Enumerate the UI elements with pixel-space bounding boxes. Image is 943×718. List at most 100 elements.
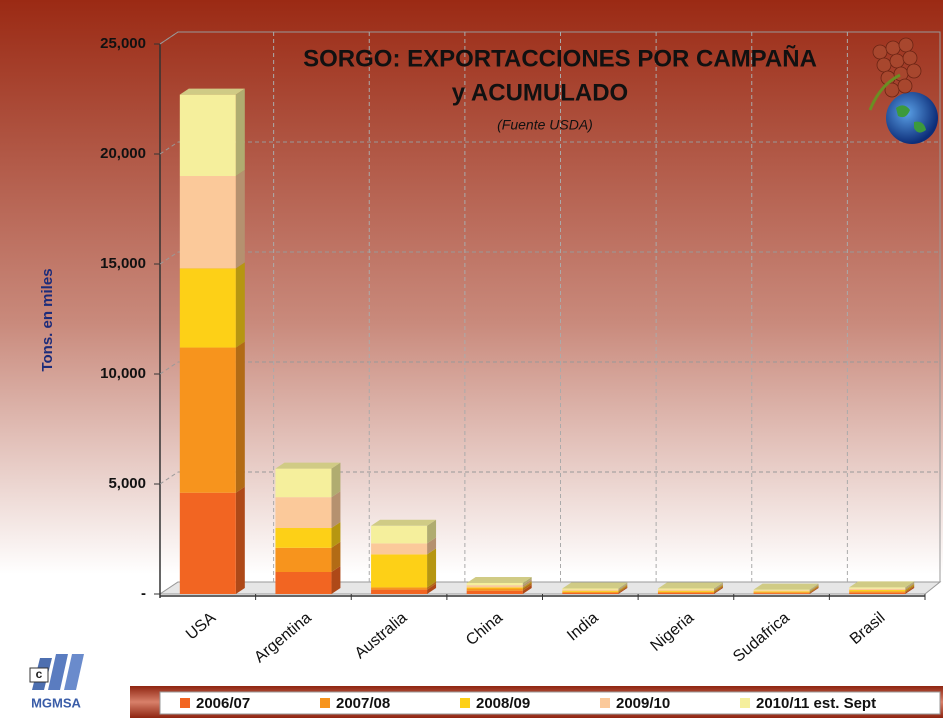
grid-line (159, 31, 179, 45)
bar-side (713, 583, 723, 591)
bar-side (331, 541, 341, 572)
bar (657, 590, 714, 592)
bar-side (809, 587, 819, 594)
bar (371, 587, 428, 590)
bar (657, 591, 714, 593)
bar (466, 588, 523, 591)
bar-side (618, 586, 628, 594)
legend-label: 2009/10 (616, 695, 670, 712)
legend-box (159, 691, 941, 715)
bar-side (235, 486, 245, 594)
bar-top (562, 582, 628, 589)
bar-side (331, 491, 341, 528)
bar (466, 583, 523, 586)
bar-top (466, 577, 532, 583)
bar-side (713, 586, 723, 594)
bar-top (179, 88, 245, 95)
bar-side (522, 584, 532, 594)
bar-top (657, 582, 723, 589)
bar (849, 588, 906, 591)
sorghum-icon (868, 37, 938, 144)
bar-side (427, 548, 437, 588)
bar-side (713, 584, 723, 592)
bar-side (809, 586, 819, 594)
grid-line (159, 471, 179, 485)
bar-side (427, 581, 437, 590)
bar-side (905, 582, 915, 591)
bar-side (235, 262, 245, 348)
bar-side (713, 582, 723, 590)
bar-top (849, 581, 915, 588)
y-tick-label: - (141, 585, 146, 602)
bar (275, 528, 332, 548)
y-tick-label: 5,000 (108, 475, 146, 492)
bar (371, 589, 428, 594)
bar-side (809, 585, 819, 593)
bar-side (522, 582, 532, 591)
bar (657, 588, 714, 590)
y-tick-label: 10,000 (100, 365, 146, 382)
bar-side (427, 519, 437, 544)
grid-line (159, 141, 179, 155)
bar-side (618, 585, 628, 593)
bar (179, 176, 236, 269)
chart-subtitle: (Fuente USDA) (497, 117, 593, 133)
bar-top (753, 583, 819, 590)
bar (753, 592, 810, 594)
bar (466, 585, 523, 588)
y-tick-label: 25,000 (100, 35, 146, 52)
legend-label: 2007/08 (336, 695, 390, 712)
legend-swatch (600, 698, 610, 708)
chart-title-line2: y ACUMULADO (452, 79, 628, 106)
grid-line (159, 361, 179, 375)
grid-line (159, 251, 179, 265)
legend-label: 2008/09 (476, 695, 530, 712)
y-axis-label: Tons. en miles (39, 268, 56, 371)
bar-side (331, 522, 341, 548)
bar-side (331, 462, 341, 498)
bar (179, 492, 236, 594)
bar (179, 268, 236, 348)
bar (179, 347, 236, 493)
bar-side (905, 584, 915, 592)
bar (753, 590, 810, 592)
bar-side (905, 581, 915, 589)
bar-side (235, 341, 245, 493)
bar (371, 525, 428, 544)
legend-label: 2010/11 est. Sept (756, 695, 876, 712)
bar (275, 547, 332, 572)
bar-side (618, 583, 628, 591)
bar-side (331, 566, 341, 594)
bar-side (618, 582, 628, 590)
bar-side (618, 584, 628, 592)
legend-label: 2006/07 (196, 695, 250, 712)
bar (562, 588, 619, 590)
legend-swatch (460, 698, 470, 708)
bar-side (809, 584, 819, 592)
bar (562, 591, 619, 593)
bar (849, 592, 906, 594)
bar (849, 590, 906, 592)
legend-swatch (740, 698, 750, 708)
logo-text: MGMSA (31, 695, 81, 710)
bar-side (809, 583, 819, 591)
legend-swatch (320, 698, 330, 708)
bar (562, 592, 619, 594)
bar (657, 592, 714, 594)
bar (466, 587, 523, 589)
bar (753, 591, 810, 593)
y-tick-label: 15,000 (100, 255, 146, 272)
bar-side (905, 586, 915, 594)
chart-title: SORGO: EXPORTACCIONES POR CAMPAÑA (303, 44, 817, 72)
bar-side (522, 579, 532, 588)
legend-swatch (180, 698, 190, 708)
bar-side (427, 583, 437, 594)
bar (466, 590, 523, 594)
bar (371, 543, 428, 555)
bar-side (522, 581, 532, 589)
bar-side (235, 88, 245, 176)
svg-text:c: c (36, 667, 43, 681)
bar-top (371, 519, 437, 526)
